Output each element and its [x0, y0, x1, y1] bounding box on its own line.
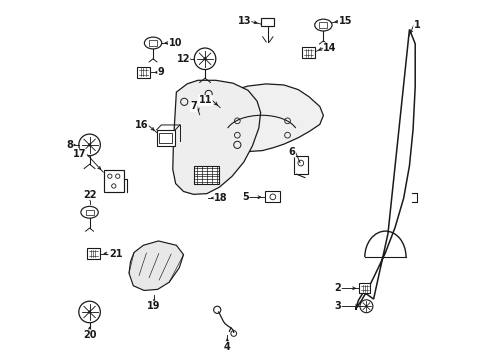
Bar	[149, 40, 157, 46]
Text: 17: 17	[73, 149, 86, 159]
Bar	[261, 18, 274, 26]
Text: 2: 2	[334, 283, 341, 293]
Text: 12: 12	[176, 54, 190, 64]
Polygon shape	[355, 30, 414, 310]
Text: 3: 3	[334, 301, 341, 311]
Bar	[136, 67, 150, 78]
Bar	[358, 283, 369, 293]
Text: 20: 20	[82, 330, 96, 340]
Circle shape	[359, 300, 372, 313]
Circle shape	[365, 305, 366, 307]
Circle shape	[203, 58, 206, 60]
Bar	[319, 22, 326, 28]
Circle shape	[194, 48, 215, 69]
Bar	[301, 47, 314, 58]
Circle shape	[88, 144, 91, 146]
Bar	[104, 170, 123, 192]
Text: 1: 1	[413, 20, 420, 30]
Circle shape	[79, 301, 100, 323]
Ellipse shape	[314, 19, 331, 31]
Bar	[293, 156, 307, 174]
Text: 4: 4	[224, 342, 230, 352]
Text: 22: 22	[82, 190, 96, 200]
Circle shape	[79, 134, 100, 156]
Circle shape	[88, 311, 91, 313]
Bar	[85, 210, 93, 215]
Text: 10: 10	[168, 38, 182, 48]
Polygon shape	[194, 166, 219, 184]
Text: 19: 19	[147, 301, 161, 311]
Text: 8: 8	[66, 140, 73, 150]
Text: 18: 18	[214, 193, 227, 203]
Text: 16: 16	[135, 121, 148, 130]
Text: 7: 7	[190, 102, 197, 112]
Polygon shape	[198, 84, 323, 152]
Text: 21: 21	[109, 248, 122, 258]
Ellipse shape	[81, 206, 98, 218]
Bar	[86, 248, 100, 259]
Polygon shape	[172, 80, 260, 194]
Text: 13: 13	[237, 17, 250, 27]
Text: 15: 15	[338, 17, 351, 27]
Polygon shape	[129, 241, 183, 291]
Bar	[156, 130, 175, 146]
Text: 9: 9	[158, 67, 164, 77]
Text: 11: 11	[198, 95, 212, 105]
Text: 6: 6	[288, 147, 295, 157]
Ellipse shape	[144, 37, 162, 49]
Text: 14: 14	[323, 43, 336, 53]
Bar	[265, 192, 280, 202]
Bar	[159, 133, 172, 143]
Text: 5: 5	[242, 192, 248, 202]
